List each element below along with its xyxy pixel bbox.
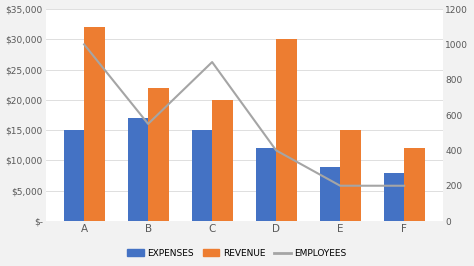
Bar (212, 100, 233, 221)
Bar (191, 130, 212, 221)
Bar (319, 167, 340, 221)
Bar (64, 130, 84, 221)
Line: EMPLOYEES: EMPLOYEES (84, 44, 404, 186)
EMPLOYEES (401, 184, 407, 187)
Bar (148, 88, 169, 221)
Bar (404, 148, 425, 221)
Bar (255, 148, 276, 221)
EMPLOYEES (337, 184, 343, 187)
EMPLOYEES (210, 60, 215, 64)
Bar (383, 173, 404, 221)
Bar (84, 27, 105, 221)
Bar (128, 118, 148, 221)
EMPLOYEES (273, 149, 279, 152)
Bar (276, 39, 297, 221)
Legend: EXPENSES, REVENUE, EMPLOYEES: EXPENSES, REVENUE, EMPLOYEES (124, 245, 350, 261)
EMPLOYEES (145, 122, 151, 126)
Bar (340, 130, 361, 221)
EMPLOYEES (81, 43, 87, 46)
